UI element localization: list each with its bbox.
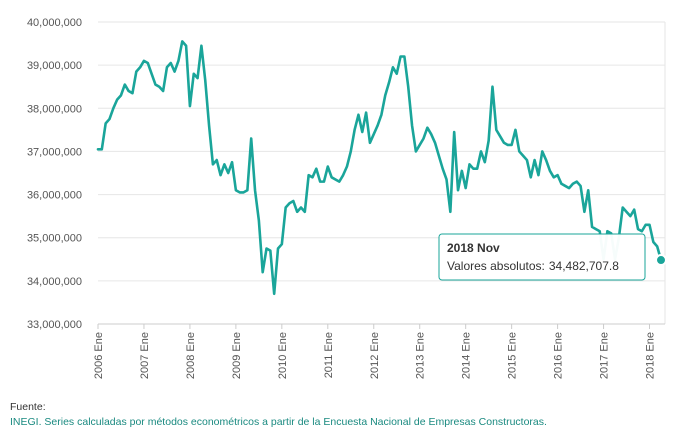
footer-source: INEGI. Series calculadas por métodos eco… xyxy=(10,416,547,428)
tooltip-value: 34,482,707.8 xyxy=(549,259,619,273)
x-tick-label: 2018 Ene xyxy=(645,332,657,379)
y-axis: 33,000,000 34,000,000 35,000,000 36,000,000… xyxy=(27,17,82,331)
y-tick-label: 35,000,000 xyxy=(27,233,82,245)
y-tick-label: 36,000,000 xyxy=(27,190,82,202)
x-tick-label: 2010 Ene xyxy=(277,332,289,379)
hover-point-marker[interactable] xyxy=(655,254,667,267)
x-tick-label: 2008 Ene xyxy=(185,332,197,379)
tooltip-label: Valores absolutos: 34,482,707.8 xyxy=(447,259,619,273)
x-tick-label: 2006 Ene xyxy=(93,332,105,379)
y-tick-label: 38,000,000 xyxy=(27,103,82,115)
tooltip-value-label: Valores absolutos: xyxy=(447,259,545,273)
y-tick-label: 40,000,000 xyxy=(27,17,82,29)
y-tick-label: 34,000,000 xyxy=(27,276,82,288)
x-tick-label: 2017 Ene xyxy=(599,332,611,379)
x-tick-label: 2016 Ene xyxy=(553,332,565,379)
x-tick-label: 2009 Ene xyxy=(231,332,243,379)
y-tick-label: 39,000,000 xyxy=(27,60,82,72)
y-tick-label: 33,000,000 xyxy=(27,319,82,331)
tooltip-title: 2018 Nov xyxy=(447,241,500,255)
x-tick-label: 2011 Ene xyxy=(323,332,335,378)
tooltip: 2018 Nov Valores absolutos: 34,482,707.8 xyxy=(438,233,646,281)
x-tick-label: 2007 Ene xyxy=(139,332,151,379)
footer-label: Fuente: xyxy=(10,401,46,413)
x-axis: 2006 Ene 2007 Ene 2008 Ene 2009 Ene 2010 Ene… xyxy=(93,323,665,379)
line-chart: 33,000,000 34,000,000 35,000,000 36,000,000… xyxy=(27,17,667,379)
tooltip-box xyxy=(438,233,646,281)
x-tick-label: 2015 Ene xyxy=(507,332,519,379)
x-tick-label: 2014 Ene xyxy=(461,332,473,379)
y-tick-label: 37,000,000 xyxy=(27,146,82,158)
x-tick-label: 2013 Ene xyxy=(415,332,427,379)
series-line-valores-absolutos xyxy=(96,40,663,296)
x-tick-label: 2012 Ene xyxy=(369,332,381,379)
